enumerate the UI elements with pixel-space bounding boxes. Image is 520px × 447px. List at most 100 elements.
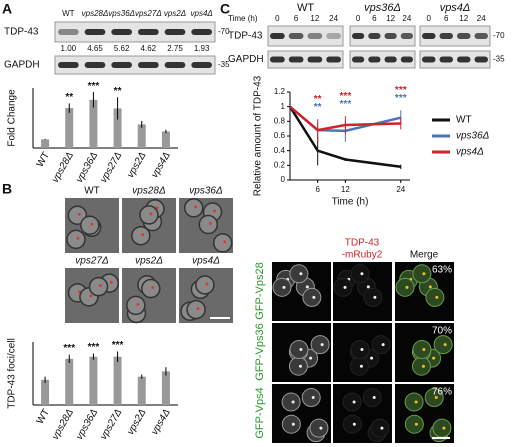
- focus: [422, 347, 426, 351]
- focus: [373, 295, 377, 299]
- row-label: GFP-Vps36: [254, 323, 266, 380]
- blot: [54, 21, 216, 43]
- x-tick-label: vps2Δ: [125, 407, 149, 437]
- bar: [65, 358, 74, 405]
- x-tick-label: WT: [35, 407, 52, 426]
- blot-row-label: GAPDH: [4, 60, 40, 71]
- cell: [289, 264, 309, 284]
- band: [400, 56, 413, 63]
- quantification: 1.00: [61, 44, 77, 53]
- focus: [421, 364, 425, 368]
- lane-label: WT: [62, 9, 75, 18]
- focus: [109, 280, 113, 284]
- focus: [196, 307, 200, 310]
- x-tick-label: vps2Δ: [125, 150, 149, 180]
- band: [288, 56, 304, 63]
- panel-label: B: [2, 181, 12, 197]
- band: [474, 56, 488, 63]
- bar: [161, 371, 170, 405]
- percentage: 70%: [432, 326, 452, 337]
- cell: [350, 339, 370, 359]
- cell: [349, 356, 369, 376]
- cell: [425, 287, 445, 307]
- x-tick-label: WT: [35, 150, 52, 169]
- y-tick-label: 1: [281, 102, 286, 111]
- bar: [89, 99, 98, 148]
- cell: [80, 215, 100, 235]
- focus: [99, 284, 102, 288]
- strain-label: WT: [84, 186, 100, 197]
- bar: [113, 356, 122, 405]
- group-label: vps36Δ: [364, 2, 401, 14]
- cell: [309, 418, 329, 438]
- focus: [366, 285, 370, 289]
- band: [84, 62, 106, 68]
- lane-label: vps28Δ: [82, 9, 109, 18]
- band: [307, 56, 323, 63]
- bar: [41, 379, 50, 405]
- band: [138, 62, 159, 68]
- band: [457, 56, 471, 63]
- quantification: 5.62: [114, 44, 130, 53]
- strain-label: vps36Δ: [189, 186, 223, 197]
- strain-label: vps28Δ: [132, 186, 166, 197]
- x-tick-label: vps4Δ: [149, 407, 173, 437]
- significance: ***: [395, 85, 407, 96]
- blot: [267, 25, 344, 47]
- group-label: WT: [297, 2, 314, 14]
- focus: [141, 233, 145, 237]
- row-label: GFP-Vps4: [254, 387, 266, 438]
- focus: [223, 240, 227, 244]
- focus: [149, 212, 153, 216]
- significance: ***: [88, 342, 100, 353]
- focus: [370, 356, 374, 360]
- cell: [333, 277, 353, 297]
- strain-label: vps27Δ: [75, 256, 109, 267]
- cell: [288, 356, 308, 376]
- focus: [405, 285, 409, 289]
- focus: [414, 422, 418, 426]
- focus: [320, 343, 324, 347]
- focus: [291, 400, 295, 404]
- cell: [289, 339, 309, 359]
- band: [270, 33, 285, 39]
- cell: [212, 233, 233, 253]
- cell: [183, 198, 204, 218]
- band: [164, 29, 186, 35]
- band: [326, 33, 341, 39]
- focus: [299, 272, 303, 276]
- bar: [137, 376, 146, 405]
- focus: [360, 347, 364, 351]
- x-axis-label: Time (h): [332, 197, 369, 208]
- focus: [311, 396, 315, 400]
- lane-label: 6: [294, 14, 299, 23]
- x-tick-label: vps28Δ: [50, 407, 76, 442]
- focus: [434, 396, 438, 400]
- focus: [136, 302, 140, 306]
- focus: [77, 212, 81, 216]
- cell: [195, 275, 215, 295]
- cell: [88, 276, 109, 297]
- focus: [352, 400, 356, 404]
- band: [270, 56, 285, 63]
- blot: [349, 50, 416, 69]
- marker-label: -35: [493, 55, 505, 64]
- y-axis-label: TDP-43 foci/cell: [7, 338, 18, 409]
- significance: **: [65, 92, 73, 103]
- cell: [342, 392, 362, 412]
- lane-label: 12: [459, 14, 468, 23]
- legend-label: vps4Δ: [456, 147, 484, 158]
- band: [84, 29, 106, 35]
- focus: [422, 272, 426, 276]
- bar: [89, 356, 98, 405]
- lane-label: 24: [477, 14, 486, 23]
- cell: [404, 392, 424, 412]
- focus: [299, 347, 303, 351]
- lane-label: 0: [427, 14, 432, 23]
- focus: [309, 356, 313, 360]
- band: [422, 33, 436, 39]
- significance: ***: [88, 81, 100, 92]
- cell: [66, 229, 86, 250]
- focus: [380, 426, 384, 430]
- focus: [208, 222, 212, 225]
